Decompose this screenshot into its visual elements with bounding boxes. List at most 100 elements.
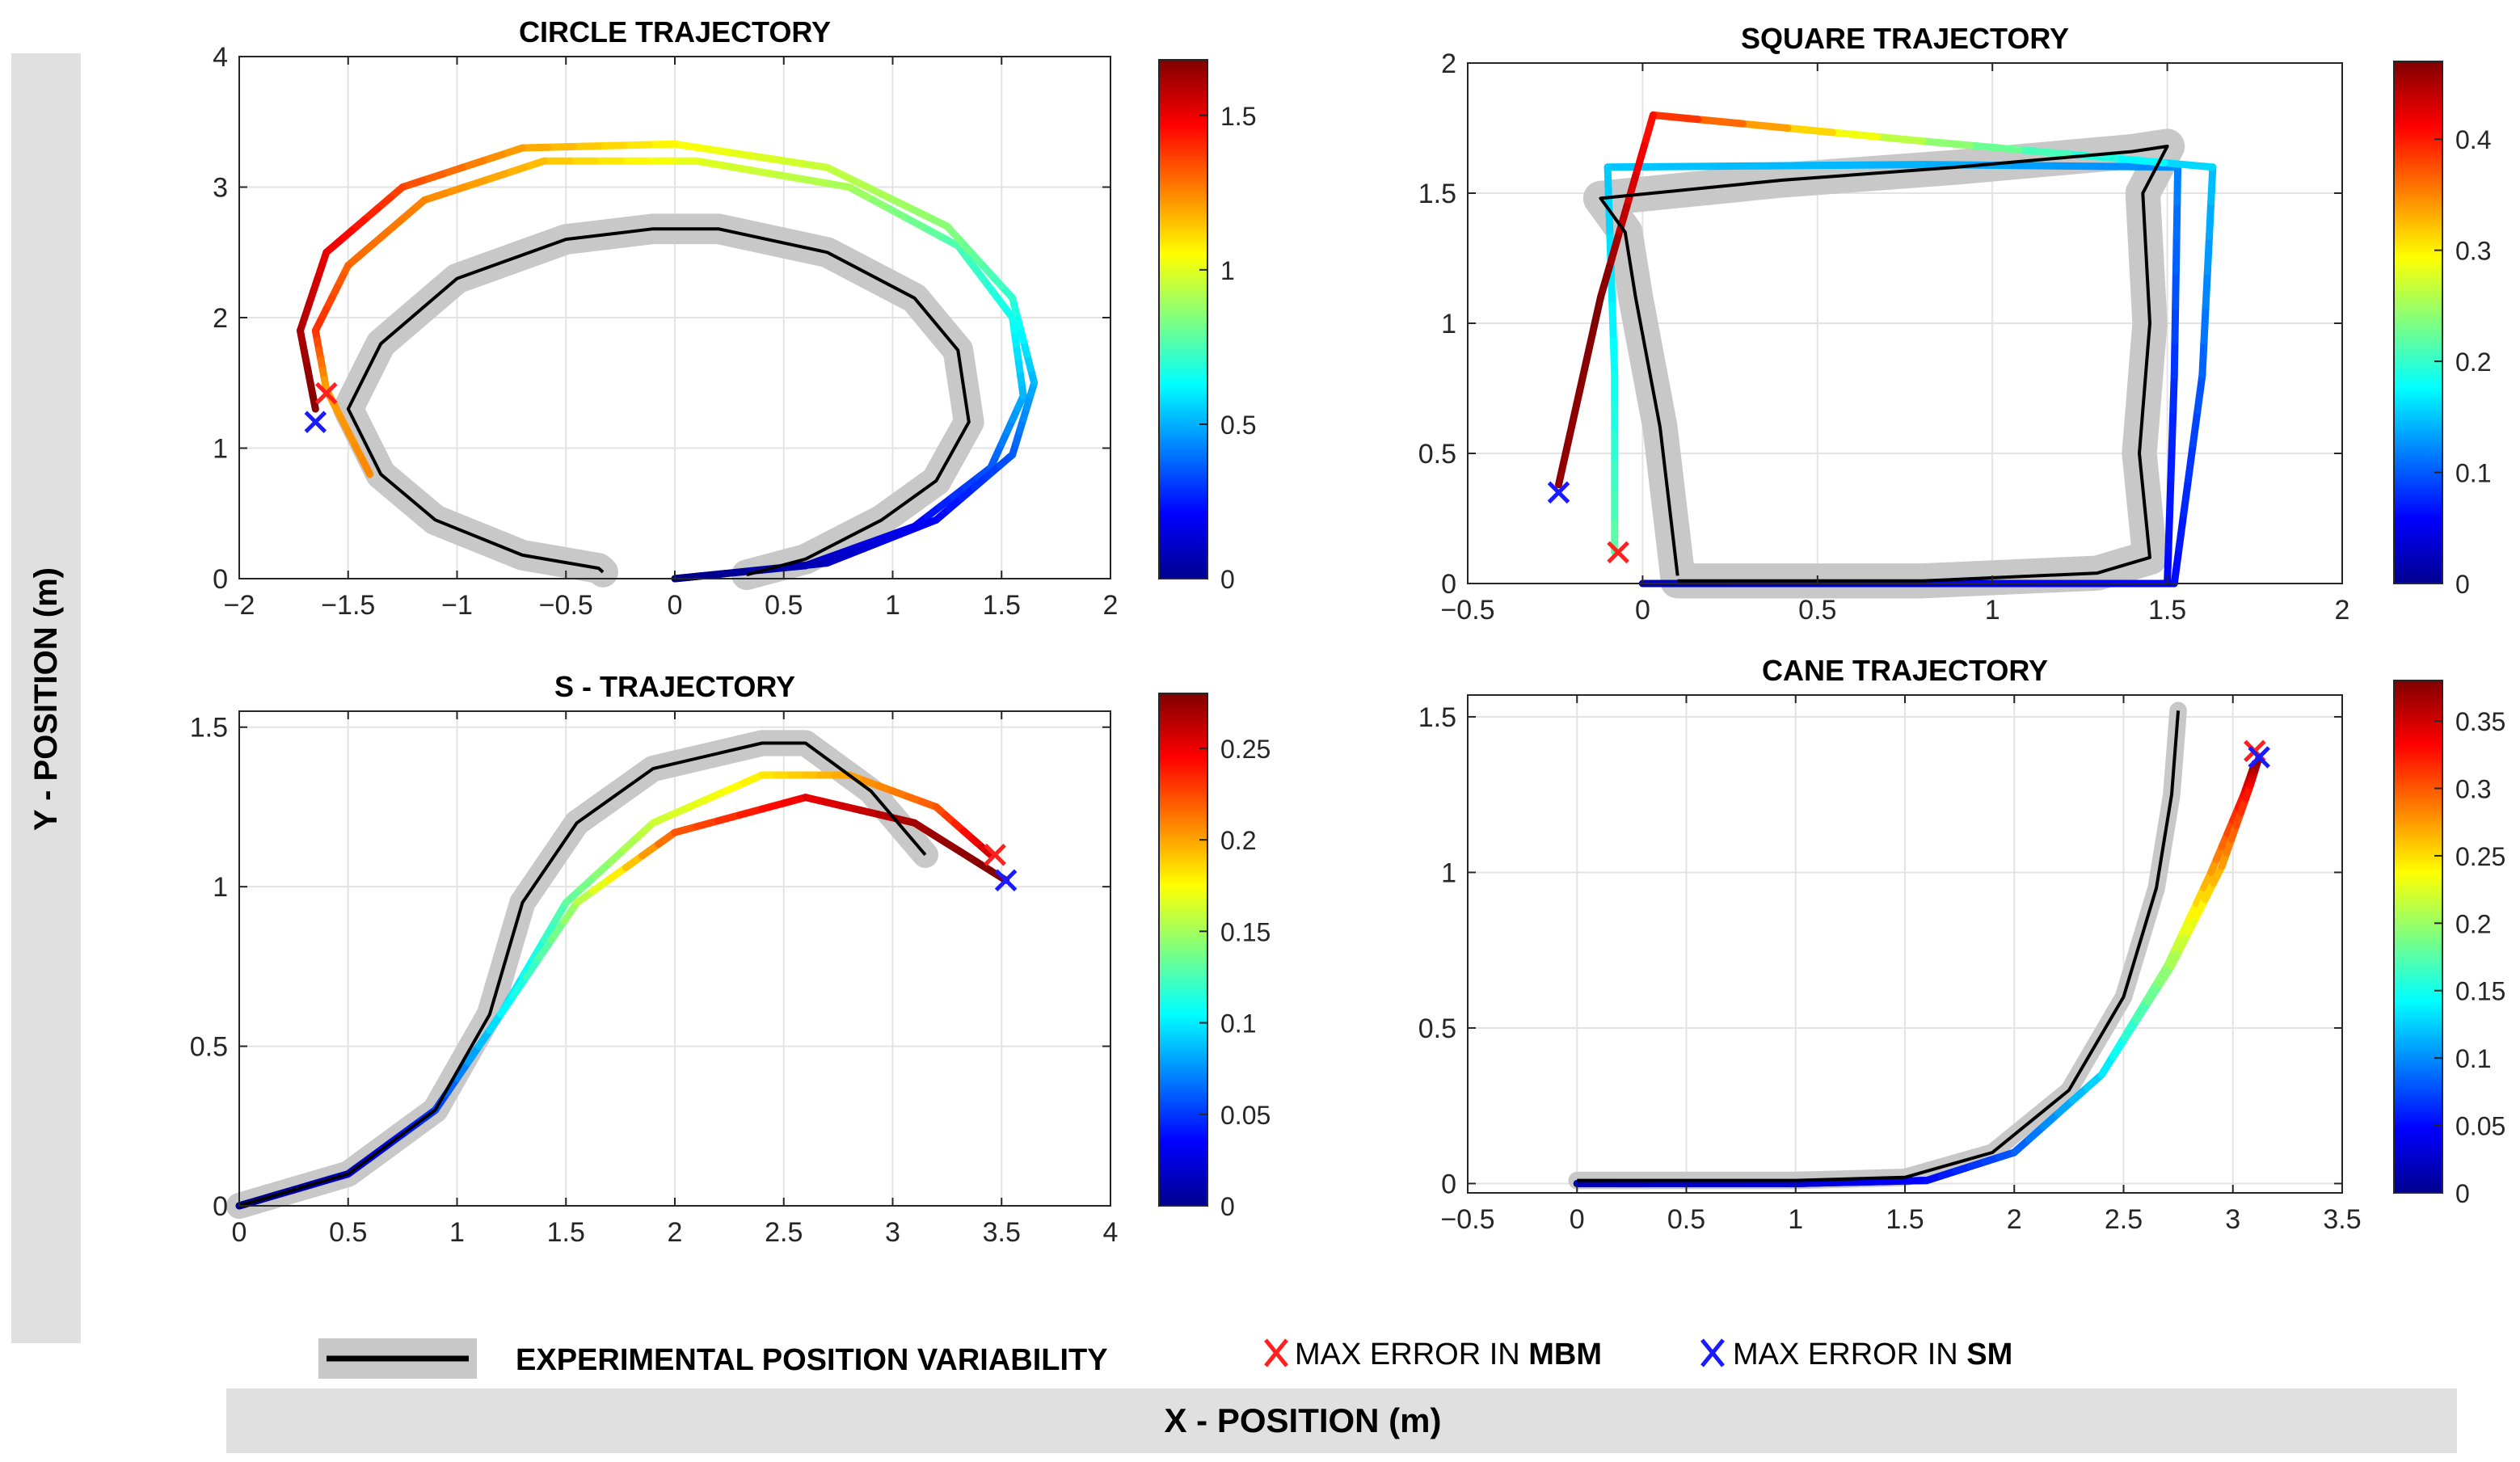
trajectory-segment [769,170,803,183]
y-tick-label: 0.5 [190,1032,228,1063]
max-error-sm-marker-stroke-b [304,411,327,433]
trajectory-segment [1614,202,1631,241]
experimental-line [346,227,971,577]
x-tick-label: 2 [2335,595,2350,626]
y-axis-label-box: Y - POSITION (m) [11,53,81,1343]
y-tick-label: 1 [1441,309,1456,339]
trajectory-segment [758,799,788,813]
trajectory-segment [2088,162,2139,171]
colorbar-tick-label: 0.2 [2455,909,2491,938]
y-tick-label: 0.5 [1418,1013,1456,1044]
colorbar-tick-label: 0.4 [2455,125,2491,154]
trajectory-segment [2206,198,2215,241]
trajectory-segment [522,954,543,981]
trajectory-segment [773,562,806,572]
trajectory-segment [794,175,828,187]
colorbar-tick-label: 0.5 [1220,411,1256,440]
trajectory-segment [863,183,891,201]
max-error-sm-marker-stroke-b [994,869,1018,892]
trajectory-segment [1656,162,1717,171]
y-tick-label: 4 [213,42,228,73]
x-tick-label: −0.5 [1440,1204,1494,1235]
trajectory-segment [714,811,744,825]
trajectory-segment [671,140,704,152]
x-tick-label: 0.5 [765,590,803,621]
trajectory-segment [1814,1178,1844,1187]
x-tick-label: 4 [1103,1217,1119,1248]
trajectory-segment [1829,129,1882,141]
trajectory-segment [883,193,911,211]
trajectory-segment [2167,440,2176,483]
colorbar-tick-label: 0.1 [1220,1009,1256,1039]
max-error-mbm-marker [984,843,1006,866]
trajectory-segment [780,794,810,807]
x-tick-label: 2 [1103,590,1119,621]
trajectory-segment [693,157,726,170]
legend-sm-marker [1700,1338,1725,1367]
trajectory-segment [547,917,568,944]
trajectory-segment [903,203,931,221]
trajectory-segment [560,899,581,925]
x-tick-label: 0 [668,590,683,621]
legend-mbm-marker [1264,1338,1288,1367]
colorbar-tick-label: 0.15 [1220,917,1271,946]
x-tick-label: 2 [2007,1204,2022,1235]
x-axis-label-box: X - POSITION (m) [226,1388,2457,1453]
trajectory-segment [2185,440,2197,483]
trajectory-segment [696,144,730,156]
trajectory-segment [359,456,374,478]
trajectory-segment [1919,137,1975,150]
colorbar-tick-label: 1 [1220,256,1235,285]
y-axis-label: Y - POSITION (m) [28,567,64,831]
trajectory-segment [824,163,851,181]
x-tick-label: −1.5 [321,590,375,621]
trajectory-segment [1555,449,1570,489]
y-tick-label: 1.5 [1418,179,1456,209]
y-tick-label: 2 [213,303,228,334]
trajectory-segment [2112,154,2168,166]
trajectory-segment [1608,302,1617,344]
trajectory-segment [1784,124,1837,137]
y-tick-label: 1 [1441,857,1456,888]
x-tick-label: 3 [2225,1204,2240,1235]
trajectory-segment [1603,162,1664,171]
x-tick-label: −2 [224,590,255,621]
trajectory-segment [2172,233,2181,276]
trajectory-segment [2170,545,2183,588]
max-error-mbm-marker-stroke-b [984,843,1006,866]
experimental-line [1577,710,2181,1182]
colorbar [1158,693,1208,1207]
trajectory-segment [1632,141,1649,180]
x-tick-label: −1 [441,590,473,621]
x-tick-label: 2.5 [765,1217,803,1248]
trajectory-segment [843,173,871,191]
colorbar [2393,61,2443,584]
y-tick-label: 0 [1441,1169,1456,1199]
colorbar-tick-label: 0.3 [2455,237,2491,266]
x-tick-label: 3.5 [983,1217,1021,1248]
y-tick-label: 0.5 [1418,439,1456,470]
max-error-mbm-marker [315,381,338,405]
trajectory-segment [1866,161,1927,169]
x-tick-label: 3 [885,1217,900,1248]
colorbar-tick-label: 0.05 [2455,1112,2505,1141]
x-tick-label: −0.5 [1440,595,1494,626]
x-tick-label: 0.5 [329,1217,367,1248]
legend-sm-bold: SM [1966,1338,2012,1371]
trajectory-segment [2015,145,2071,158]
x-axis-label: X - POSITION (m) [1164,1401,1441,1439]
colorbar-tick-label: 0.2 [2455,348,2491,377]
colorbar-tick-label: 0.3 [2455,774,2491,803]
legend-sm-label: MAX ERROR IN SM [1733,1338,2012,1371]
colorbar-tick-label: 0 [2455,570,2470,599]
experimental-line [1599,145,2169,583]
trajectory-segment [2202,268,2211,310]
max-error-mbm-marker [1607,541,1629,564]
x-tick-label: 1.5 [983,590,1021,621]
max-error-sm-marker [304,411,327,433]
x-tick-label: 0 [1570,1204,1585,1235]
trajectory-segment [744,166,777,178]
trajectory-segment [595,141,628,150]
